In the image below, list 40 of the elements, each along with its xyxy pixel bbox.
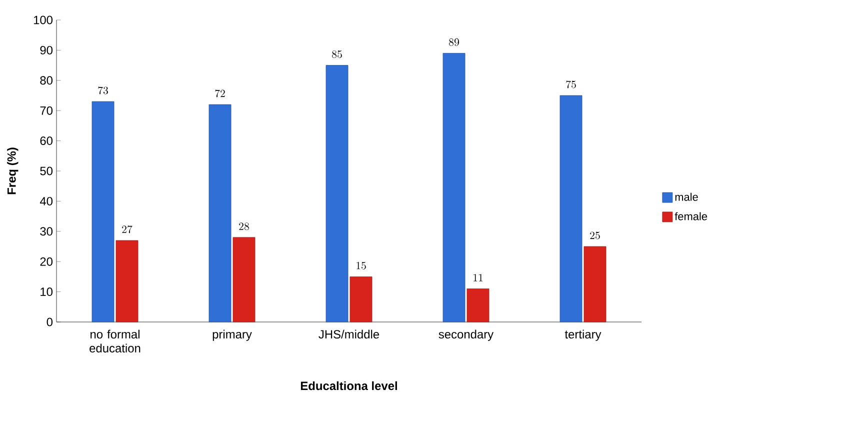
data-label: 27 bbox=[122, 226, 132, 234]
bar bbox=[442, 53, 466, 322]
y-tick-label: 40 bbox=[40, 196, 53, 206]
y-tick-label: 50 bbox=[40, 166, 53, 176]
data-label: 25 bbox=[590, 232, 600, 240]
y-tick-label: 70 bbox=[40, 106, 53, 115]
y-axis-title: Freq (%) bbox=[7, 148, 18, 194]
y-tick-label: 100 bbox=[34, 16, 53, 24]
bar bbox=[584, 246, 606, 322]
data-label: 72 bbox=[215, 90, 225, 98]
y-tick-label: 10 bbox=[40, 288, 53, 296]
legend-label: male bbox=[675, 192, 698, 201]
bar bbox=[208, 104, 232, 322]
data-label: 15 bbox=[356, 262, 366, 270]
y-tick-label: 30 bbox=[40, 227, 53, 236]
y-tick-label: 80 bbox=[40, 76, 53, 85]
bar bbox=[326, 65, 348, 322]
x-axis-title: Educaltiona level bbox=[300, 381, 397, 390]
bar bbox=[466, 288, 490, 322]
legend-label: female bbox=[674, 212, 708, 220]
y-tick-label: 60 bbox=[40, 136, 53, 146]
bar bbox=[92, 101, 114, 322]
y-tick-label: 20 bbox=[40, 257, 53, 266]
x-tick-label: JHS/middle bbox=[318, 330, 380, 339]
y-tick-label: 90 bbox=[40, 46, 53, 54]
bar bbox=[560, 95, 582, 322]
data-label: 89 bbox=[449, 38, 459, 46]
data-label: 28 bbox=[239, 222, 249, 230]
x-tick-label: tertiary bbox=[564, 330, 602, 341]
data-label: 75 bbox=[566, 80, 576, 88]
x-tick-label: secondary bbox=[438, 330, 494, 341]
data-label: 85 bbox=[332, 50, 342, 58]
bar bbox=[116, 240, 138, 322]
y-tick-label: 0 bbox=[46, 318, 53, 326]
data-label: 11 bbox=[474, 274, 483, 282]
bar bbox=[232, 237, 256, 322]
x-tick-label: primary bbox=[212, 330, 252, 341]
data-label: 73 bbox=[98, 86, 108, 94]
bar bbox=[350, 276, 372, 322]
x-tick-label: no formal education bbox=[90, 330, 140, 352]
